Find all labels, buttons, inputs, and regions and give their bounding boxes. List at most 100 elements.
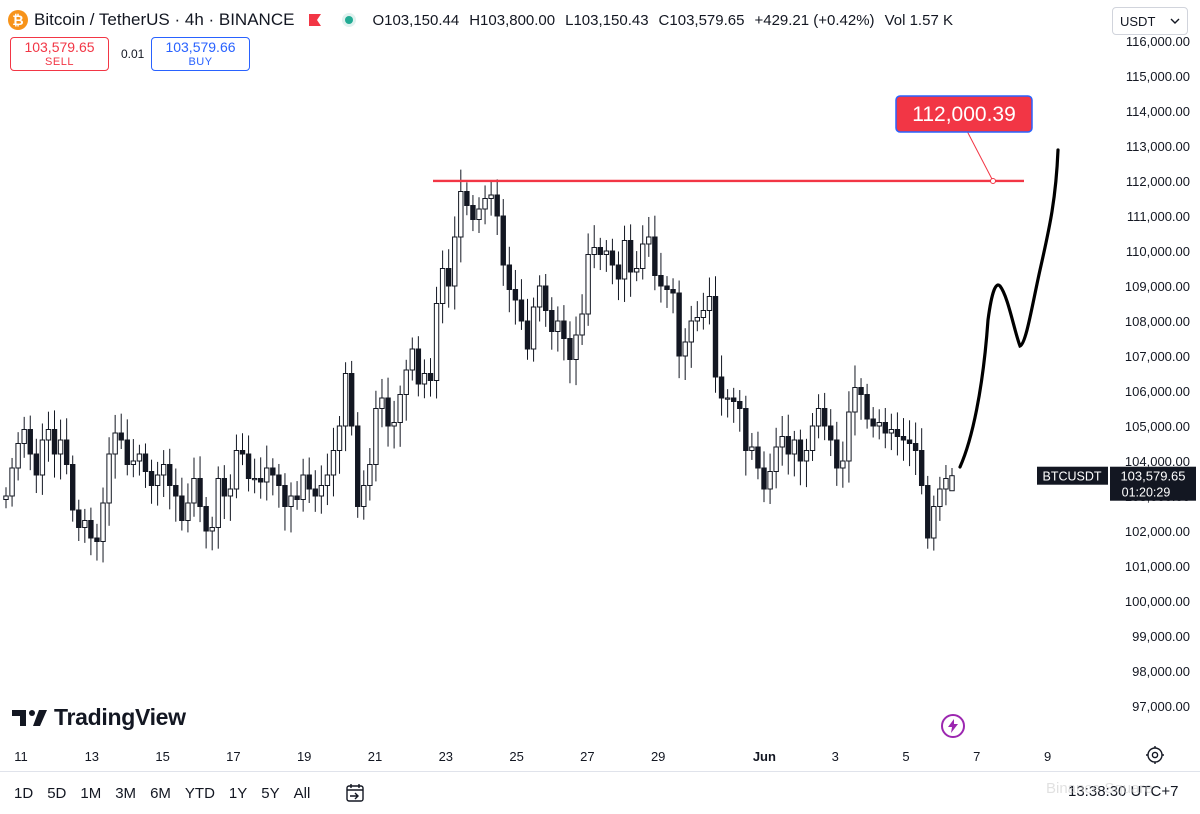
candle-body (706, 296, 713, 311)
symbol-tag-box (1037, 466, 1108, 485)
candle-body (591, 247, 597, 255)
candle-body (536, 285, 543, 308)
time-tick-label: 3 (832, 749, 839, 764)
candle-body (730, 397, 737, 402)
candle-body (694, 317, 701, 322)
candle-body (221, 478, 228, 497)
tf-all[interactable]: All (293, 784, 311, 802)
projection-path (958, 148, 1060, 469)
candle-body (118, 432, 124, 441)
candle-body (828, 425, 834, 441)
ohlc-open: O103,150.44 (372, 11, 460, 29)
candle-body (543, 285, 549, 311)
candle-body (700, 310, 707, 318)
tf-5d[interactable]: 5D (47, 784, 67, 802)
candle-body (773, 446, 779, 472)
price-chart[interactable]: 112,000.39 116,000.00 115,000.00 114,000.0… (0, 0, 1200, 772)
price-tick-label: 98,000.00 (1132, 664, 1190, 679)
tf-5y[interactable]: 5Y (261, 784, 280, 802)
sell-button[interactable]: 103,579.65 SELL (10, 37, 109, 71)
candle-body (373, 408, 379, 465)
ohlc-volume: Vol 1.57 K (884, 11, 953, 29)
price-tick-label: 113,000.00 (1126, 139, 1190, 154)
candle-body (185, 502, 191, 521)
market-status-icon (342, 13, 357, 27)
candle-body (452, 236, 458, 287)
candle-body (348, 373, 355, 427)
time-tick-label: 27 (580, 749, 594, 764)
tf-1d[interactable]: 1D (14, 784, 34, 802)
candle-body (646, 236, 652, 245)
settings-gear-icon[interactable] (1145, 745, 1165, 765)
candle-body (670, 289, 676, 294)
candle-body (864, 394, 870, 420)
candle-body (561, 320, 567, 339)
candle-body (173, 485, 179, 497)
candle-body (427, 373, 434, 381)
candle-body (615, 264, 622, 280)
candle-body (888, 429, 895, 434)
candle-body (300, 474, 306, 500)
candle-body (100, 502, 106, 542)
time-tick-label: 25 (509, 749, 523, 764)
time-tick-label: 13 (85, 749, 99, 764)
candle-body (391, 422, 397, 427)
target-anchor-point[interactable] (990, 177, 996, 184)
candle-body (94, 537, 100, 542)
clock-readout[interactable]: 13:38:30 UTC+7 (1068, 783, 1179, 800)
candle-body (385, 397, 391, 427)
time-tick-label: 5 (902, 749, 909, 764)
trade-buttons: 103,579.65 SELL 0.01 103,579.66 BUY (10, 37, 250, 71)
lightning-icon[interactable] (941, 714, 965, 738)
target-layer: 112,000.39 (433, 95, 1033, 184)
candle-body (239, 450, 246, 455)
candle-body (840, 460, 846, 469)
candle-body (931, 506, 937, 539)
candle-body (724, 397, 731, 400)
symbol-title[interactable]: Bitcoin / TetherUS · 4h · BINANCE (34, 10, 295, 29)
candle-body (494, 194, 500, 217)
candle-body (70, 464, 76, 511)
candle-body (549, 310, 555, 332)
buy-price: 103,579.66 (165, 39, 236, 56)
candle-body (834, 439, 840, 469)
flag-icon[interactable] (308, 13, 322, 27)
price-tick-label: 109,000.00 (1125, 279, 1190, 294)
candle-body (160, 464, 167, 476)
time-tick-label: 9 (1044, 749, 1051, 764)
ohlc-change: +429.21 (+0.42%) (754, 11, 875, 29)
candle-body (306, 474, 312, 490)
candle-body (355, 425, 361, 507)
candle-body (88, 520, 94, 539)
sell-label: SELL (45, 55, 74, 68)
buy-button[interactable]: 103,579.66 BUY (151, 37, 250, 71)
tf-1m[interactable]: 1M (80, 784, 102, 802)
candle-body (743, 408, 749, 451)
tf-6m[interactable]: 6M (150, 784, 171, 802)
tf-1y[interactable]: 1Y (228, 784, 248, 802)
candle-body (803, 450, 810, 462)
candle-body (755, 446, 761, 469)
target-price-label-box[interactable] (895, 95, 1033, 133)
candle-body (876, 422, 882, 427)
candle-body (276, 474, 282, 486)
candle-body (233, 450, 240, 490)
candle-body (142, 453, 149, 472)
candle-body (882, 422, 888, 434)
price-tick-label: 101,000.00 (1125, 559, 1190, 574)
tradingview-logo[interactable]: TradingView (12, 704, 186, 731)
candle-body (937, 488, 943, 507)
currency-select[interactable]: USDT (1112, 7, 1188, 35)
candle-body (203, 506, 209, 532)
tf-ytd[interactable]: YTD (184, 784, 215, 802)
candle-body (439, 268, 446, 304)
candle-body (906, 439, 913, 444)
candle-body (154, 474, 161, 486)
tf-3m[interactable]: 3M (115, 784, 137, 802)
chevron-down-icon (1170, 18, 1180, 24)
price-tick-label: 100,000.00 (1125, 594, 1190, 609)
candle-body (445, 268, 452, 287)
candle-body (524, 320, 531, 350)
candle-body (949, 475, 955, 492)
date-range-icon[interactable] (344, 782, 366, 804)
